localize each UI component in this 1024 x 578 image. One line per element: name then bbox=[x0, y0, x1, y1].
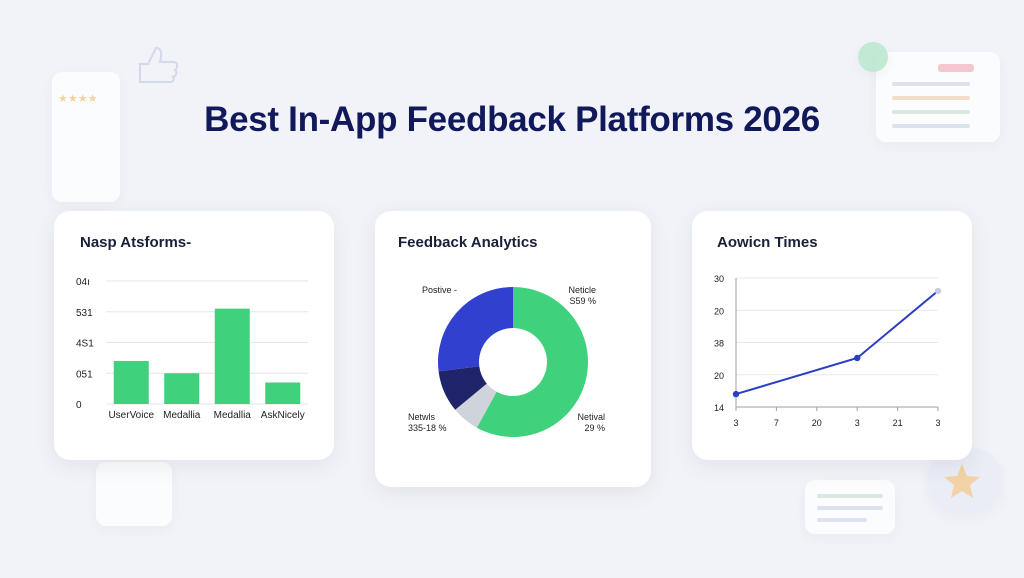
y-tick-label: 04ı bbox=[76, 277, 90, 288]
decorative-form-card bbox=[876, 52, 1000, 142]
y-tick-label: 20 bbox=[714, 306, 724, 316]
donut-slice bbox=[476, 287, 588, 437]
y-tick-label: 4S1 bbox=[76, 339, 94, 350]
donut-slice bbox=[455, 383, 497, 428]
donut-slice bbox=[438, 287, 513, 372]
line-chart-card: Aowicn Times 14 20 38 20 30 3 7 20 3 21 3 bbox=[692, 211, 972, 460]
donut-slice bbox=[438, 366, 487, 410]
decorative-thumbs-up-icon bbox=[132, 42, 180, 86]
y-tick-label: 051 bbox=[76, 369, 93, 380]
page-title: Best In-App Feedback Platforms 2026 bbox=[204, 100, 820, 139]
decorative-review-card bbox=[52, 72, 120, 202]
x-tick-label: 7 bbox=[774, 418, 779, 428]
y-tick-label: 0 bbox=[76, 400, 82, 411]
x-tick-label: 3 bbox=[733, 418, 738, 428]
donut-label: Postive - bbox=[422, 285, 457, 295]
decorative-star-rating-icon: ★★★★ bbox=[58, 93, 98, 105]
y-tick-label: 20 bbox=[714, 371, 724, 381]
data-point bbox=[732, 390, 740, 398]
data-point bbox=[934, 287, 942, 295]
decorative-photo-card bbox=[96, 462, 172, 526]
x-tick-label: 20 bbox=[812, 418, 822, 428]
decorative-shield-check-icon bbox=[858, 42, 888, 72]
y-tick-label: 38 bbox=[714, 339, 724, 349]
data-point bbox=[854, 354, 861, 362]
x-tick-label: Medallia bbox=[214, 410, 252, 421]
donut-label: Netival 29 % bbox=[577, 412, 605, 433]
x-tick-label: UserVoice bbox=[108, 410, 154, 421]
bar bbox=[113, 360, 149, 404]
line-chart-title: Aowicn Times bbox=[717, 234, 818, 251]
decorative-chat-card bbox=[805, 480, 895, 534]
donut-chart-title: Feedback Analytics bbox=[398, 234, 538, 251]
x-tick-label: 3 bbox=[935, 418, 940, 428]
bar-chart: 0 051 4S1 531 04ı UserVoice Medallia Medallia A… bbox=[76, 277, 308, 421]
x-tick-label: AskNicely bbox=[261, 410, 305, 421]
bar-chart-card: Nasp Atsforms- 0 051 4S1 531 04ı UserVoice Me… bbox=[54, 211, 334, 460]
donut-label: Neticle S59 % bbox=[568, 285, 596, 306]
y-tick-label: 30 bbox=[714, 274, 724, 284]
bar bbox=[265, 382, 301, 404]
x-tick-label: 3 bbox=[855, 418, 860, 428]
donut-label: Netwls 335-18 % bbox=[408, 412, 447, 433]
x-tick-label: Medallia bbox=[163, 410, 201, 421]
x-tick-label: 21 bbox=[893, 418, 903, 428]
bar bbox=[164, 373, 200, 404]
y-tick-label: 531 bbox=[76, 308, 93, 319]
donut-chart-card: Feedback Analytics Postive - Neticle S59 %… bbox=[375, 211, 651, 487]
bar-chart-title: Nasp Atsforms- bbox=[80, 234, 192, 251]
donut-chart: Postive - Neticle S59 % Netwls 335-18 % Netiv… bbox=[408, 285, 605, 437]
y-tick-label: 14 bbox=[714, 403, 724, 413]
bar bbox=[214, 308, 250, 404]
